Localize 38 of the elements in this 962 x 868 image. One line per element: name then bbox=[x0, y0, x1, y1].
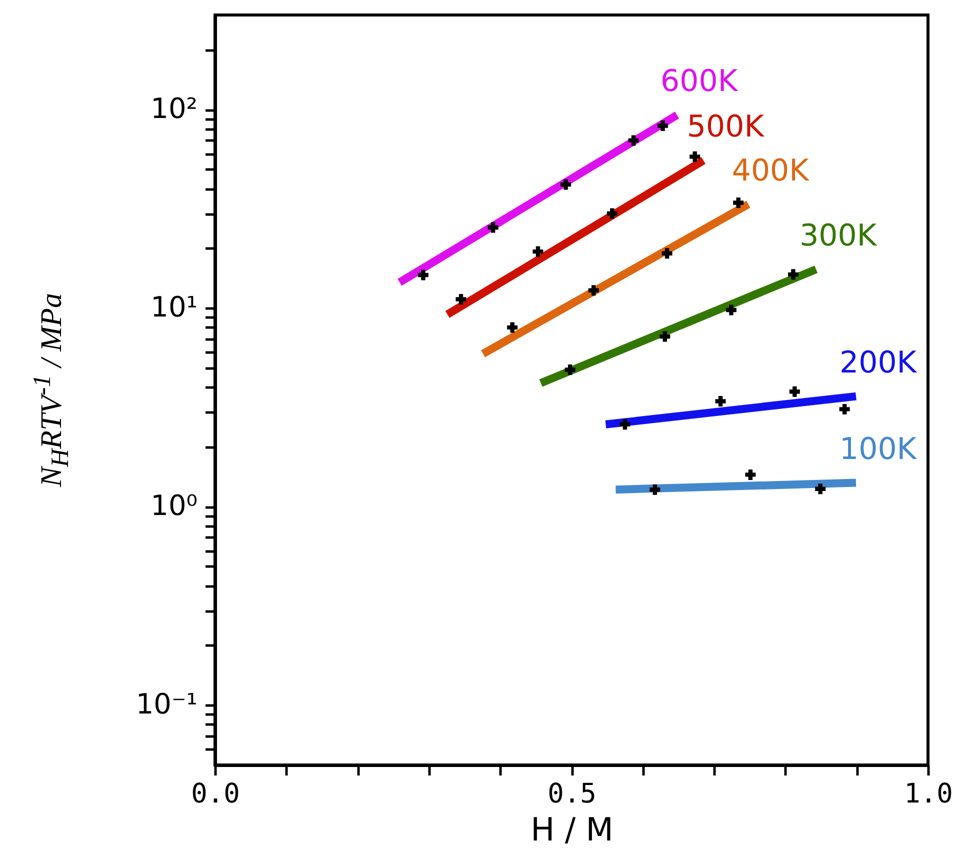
point bbox=[628, 135, 639, 146]
point bbox=[456, 294, 466, 304]
point bbox=[606, 208, 618, 219]
point bbox=[726, 304, 736, 316]
y-tick-label: 10¹ bbox=[150, 290, 198, 324]
series-label: 400K bbox=[732, 153, 810, 188]
series-label: 600K bbox=[660, 64, 739, 100]
point bbox=[789, 386, 800, 397]
point bbox=[733, 197, 744, 208]
x-axis-title: H / M bbox=[530, 810, 614, 848]
point bbox=[715, 396, 726, 406]
point bbox=[690, 151, 700, 162]
y-tick-label: 10² bbox=[150, 92, 198, 126]
point bbox=[620, 419, 630, 430]
y-tick-label: 10⁰ bbox=[150, 489, 198, 522]
point bbox=[418, 270, 428, 280]
point bbox=[745, 469, 756, 480]
point bbox=[660, 331, 670, 342]
series-label: 200K bbox=[840, 345, 918, 380]
point bbox=[788, 269, 798, 280]
y-tick-label: 10⁻¹ bbox=[136, 688, 198, 721]
series-label: 100K bbox=[840, 432, 918, 467]
point bbox=[839, 404, 850, 414]
point bbox=[564, 364, 576, 375]
x-tick-label: 0.5 bbox=[548, 778, 596, 810]
x-tick-label: 1.0 bbox=[904, 778, 953, 810]
point bbox=[815, 484, 826, 494]
point bbox=[662, 248, 672, 259]
series-label: 500K bbox=[686, 109, 766, 144]
x-tick-label: 0.0 bbox=[191, 778, 240, 810]
point bbox=[650, 484, 660, 495]
point bbox=[588, 285, 599, 296]
point bbox=[488, 222, 498, 233]
point bbox=[658, 120, 668, 132]
point bbox=[532, 246, 544, 257]
point bbox=[507, 322, 518, 333]
series-label: 300K bbox=[800, 218, 878, 254]
point bbox=[560, 179, 572, 190]
